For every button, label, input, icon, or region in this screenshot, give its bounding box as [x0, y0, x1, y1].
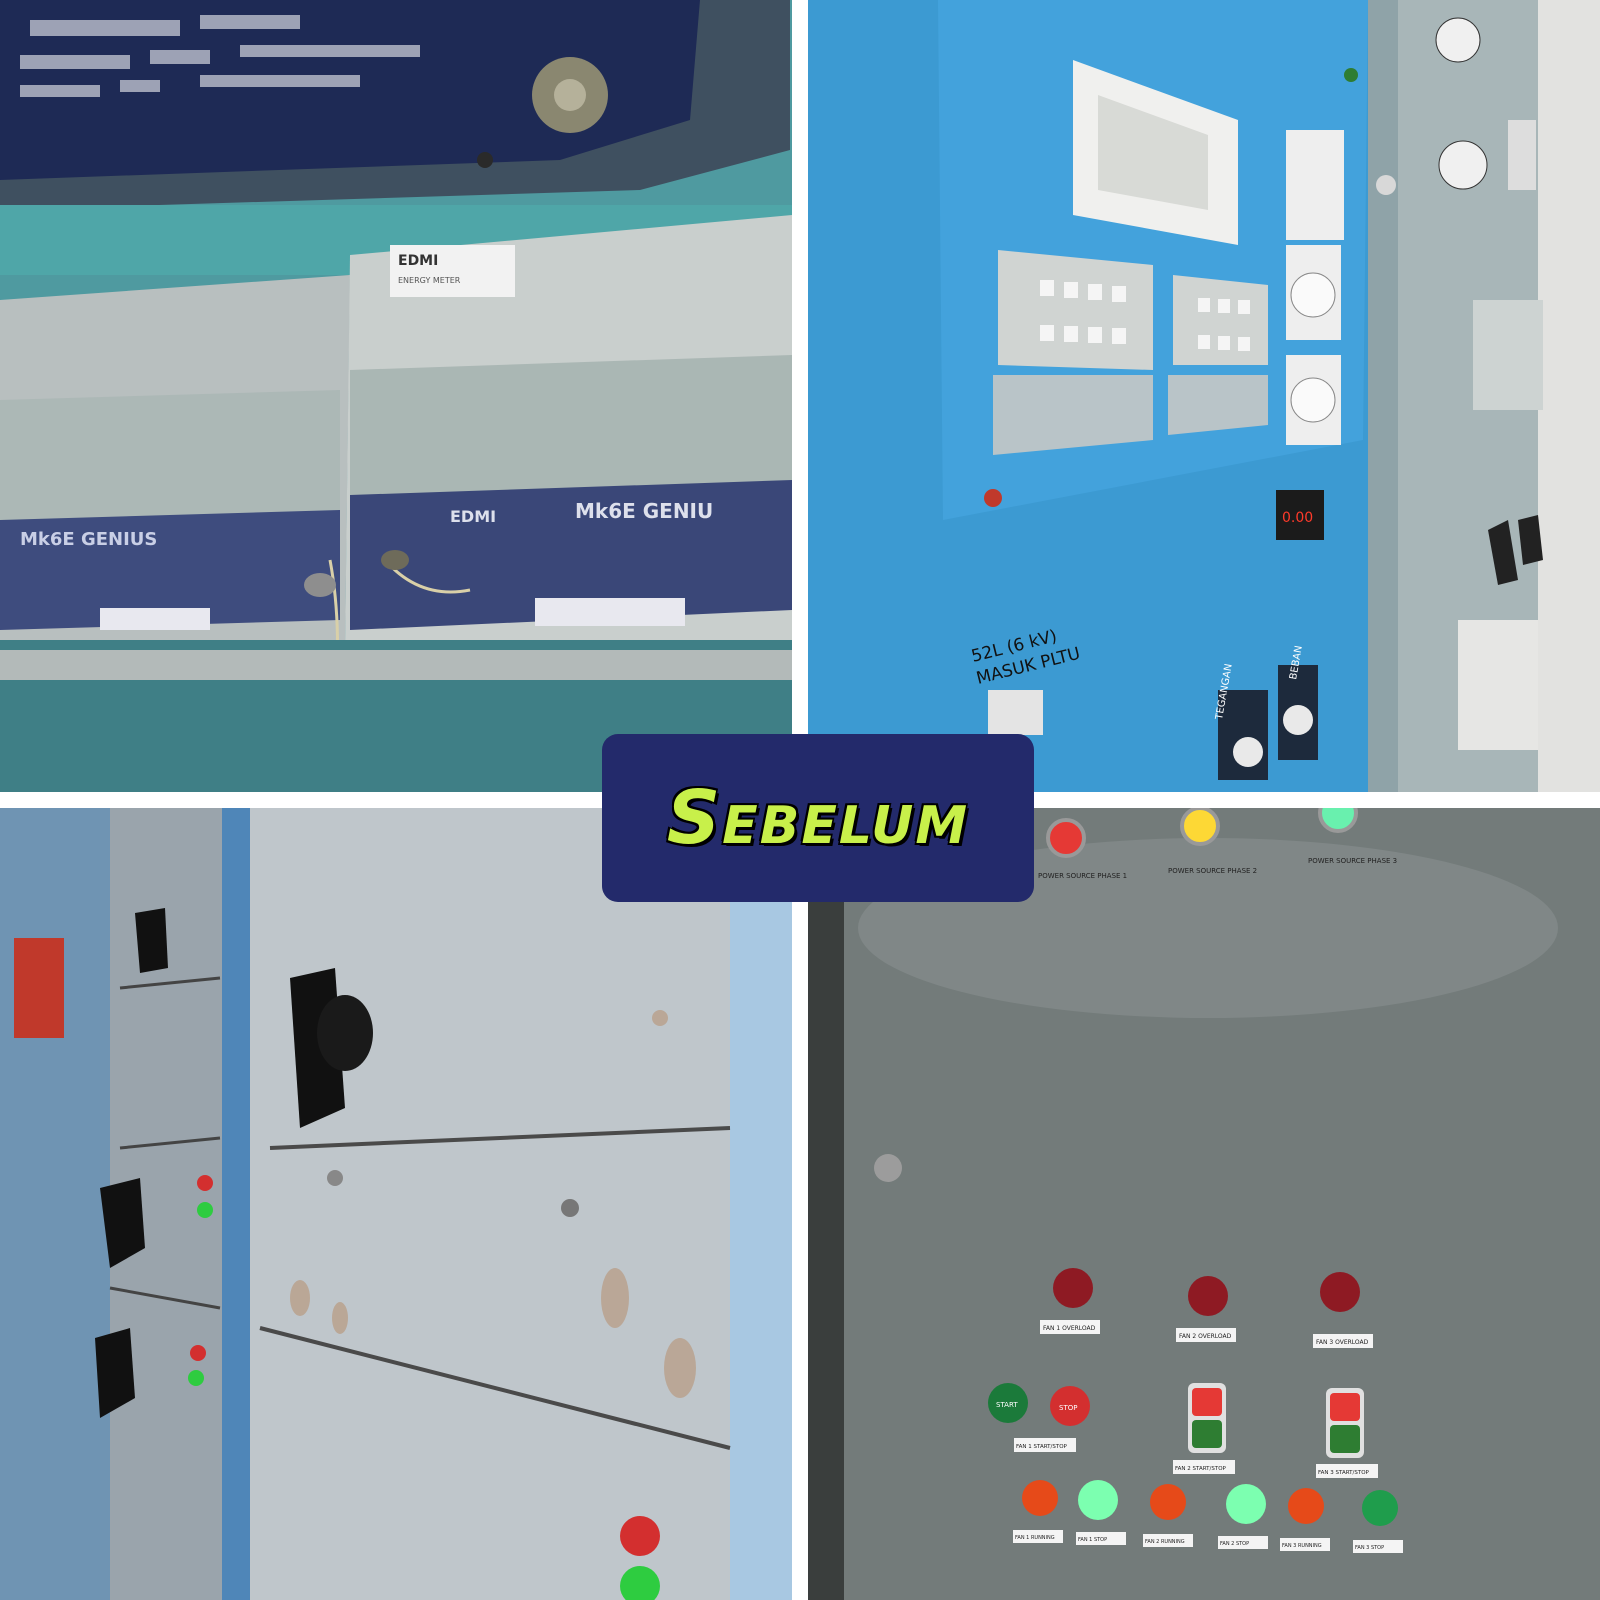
- meter-right-brand: EDMI: [450, 507, 496, 526]
- switchgear-image: [0, 808, 792, 1600]
- status-label-4: FAN 2 STOP: [1220, 1541, 1249, 1547]
- alarm-box: [14, 938, 64, 1038]
- blue-panel-image: 0.00 52L (6 kV) MASUK PLTU TEGANGAN BEBA…: [808, 0, 1600, 792]
- photo-blue-panel: 0.00 52L (6 kV) MASUK PLTU TEGANGAN BEBA…: [808, 0, 1600, 792]
- status-lamp-1: [1022, 1480, 1058, 1516]
- switch-handle-2[interactable]: [100, 1178, 145, 1268]
- meter-right-model: Mk6E GENIU: [575, 499, 713, 523]
- photo-control-panel: POWER SOURCE PHASE 1 POWER SOURCE PHASE …: [808, 808, 1600, 1600]
- lamp-phase-2: [1180, 808, 1220, 846]
- caption-text: Sebelum: [666, 775, 970, 861]
- status-lamp-4: [1226, 1484, 1266, 1524]
- overload-label-3: FAN 3 OVERLOAD: [1316, 1339, 1369, 1346]
- edmi-sticker: [390, 245, 515, 297]
- status-label-5: FAN 3 RUNNING: [1282, 1543, 1322, 1549]
- nameplate: [0, 0, 700, 180]
- status-label-2: FAN 1 STOP: [1078, 1537, 1107, 1543]
- selector-switch[interactable]: [988, 690, 1043, 735]
- meter-left-model: Mk6E GENIUS: [20, 529, 157, 550]
- start-button[interactable]: [988, 1383, 1028, 1423]
- knob-tegangan[interactable]: [1233, 737, 1263, 767]
- overload-lamp-3: [1320, 1272, 1360, 1312]
- indicator-green-1: [197, 1202, 213, 1218]
- knob-beban[interactable]: [1283, 705, 1313, 735]
- switch-handle-3[interactable]: [95, 1328, 135, 1418]
- control-panel-image: POWER SOURCE PHASE 1 POWER SOURCE PHASE …: [808, 808, 1600, 1600]
- startstop-label-1: FAN 1 START/STOP: [1016, 1444, 1068, 1450]
- lamp-label-2: POWER SOURCE PHASE 2: [1168, 867, 1257, 875]
- lamp-phase-3: [1318, 808, 1358, 833]
- startstop-label-2: FAN 2 START/STOP: [1175, 1466, 1227, 1472]
- status-label-1: FAN 1 RUNNING: [1015, 1535, 1055, 1541]
- overload-label-1: FAN 1 OVERLOAD: [1043, 1325, 1096, 1332]
- indicator-green-2: [188, 1370, 204, 1386]
- overload-lamp-2: [1188, 1276, 1228, 1316]
- status-lamp-3: [1150, 1484, 1186, 1520]
- photo-energy-meters: EDMI ENERGY METER Mk6E GENIUS EDMI Mk6E …: [0, 0, 792, 792]
- indicator-red-2: [190, 1345, 206, 1361]
- indicator-red-1: [197, 1175, 213, 1191]
- overload-lamp-1: [1053, 1268, 1093, 1308]
- startstop-label-3: FAN 3 START/STOP: [1318, 1470, 1370, 1476]
- edmi-sticker-brand: EDMI: [398, 253, 438, 269]
- switch-handle-small[interactable]: [135, 908, 168, 973]
- status-label-6: FAN 3 STOP: [1355, 1545, 1384, 1551]
- photo-switchgear: [0, 808, 792, 1600]
- lamp-phase-1: [1046, 818, 1086, 858]
- status-lamp-2: [1078, 1480, 1118, 1520]
- door-lock[interactable]: [874, 1154, 902, 1182]
- indicator-green-3: [620, 1566, 660, 1600]
- status-lamp-6: [1362, 1490, 1398, 1526]
- status-label-3: FAN 2 RUNNING: [1145, 1539, 1185, 1545]
- stop-button-label: STOP: [1059, 1404, 1077, 1412]
- start-button-label: START: [996, 1401, 1018, 1409]
- digital-readout: 0.00: [1282, 510, 1313, 526]
- indicator-red-3: [620, 1516, 660, 1556]
- edmi-sticker-text: ENERGY METER: [398, 276, 461, 285]
- stop-button[interactable]: [1050, 1386, 1090, 1426]
- energy-meters-image: EDMI ENERGY METER Mk6E GENIUS EDMI Mk6E …: [0, 0, 792, 792]
- overload-label-2: FAN 2 OVERLOAD: [1179, 1333, 1232, 1340]
- status-lamp-5: [1288, 1488, 1324, 1524]
- caption-box: Sebelum: [602, 734, 1034, 902]
- lamp-label-3: POWER SOURCE PHASE 3: [1308, 857, 1397, 865]
- lamp-label-1: POWER SOURCE PHASE 1: [1038, 872, 1127, 880]
- digital-readout-box: [1276, 490, 1324, 540]
